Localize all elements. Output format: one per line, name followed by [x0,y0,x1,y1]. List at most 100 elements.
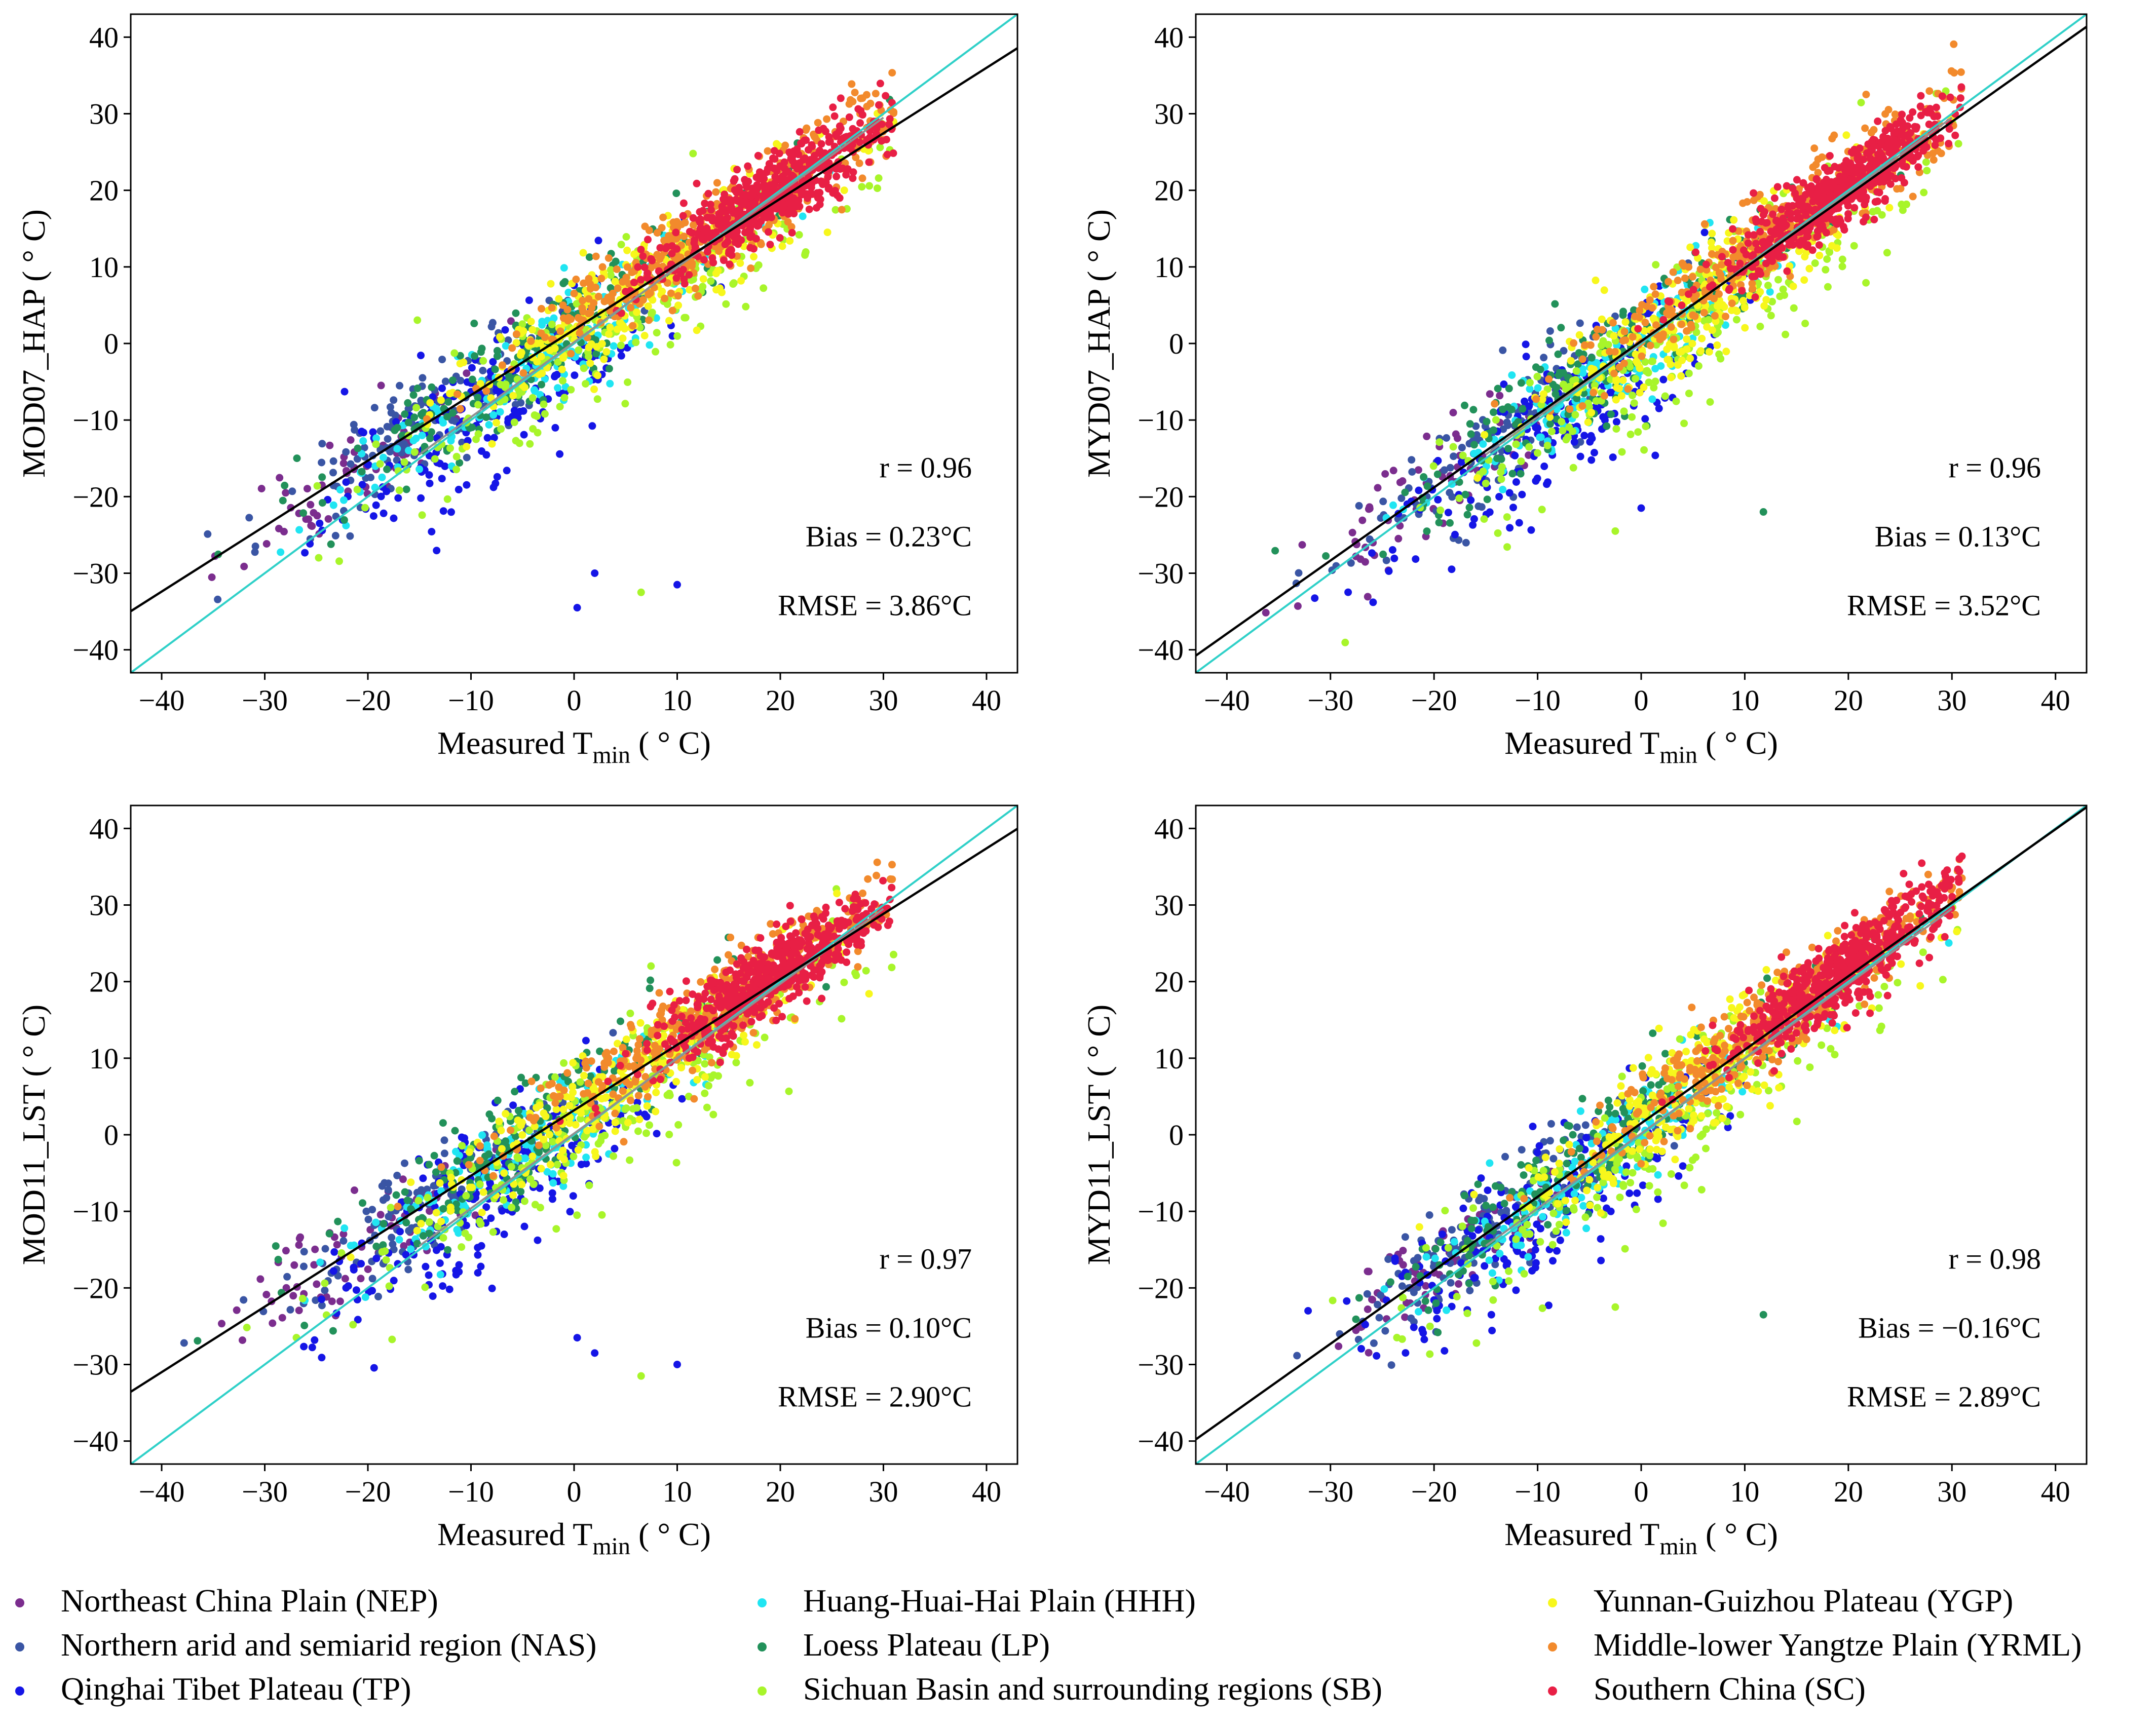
point-TP [594,237,602,245]
point-TP [1368,549,1376,557]
point-SC [1926,105,1934,113]
point-NAS [389,1240,397,1248]
point-NEP [295,1241,303,1249]
point-YRML [1830,131,1838,139]
point-LP [299,509,308,517]
point-YGP [487,394,495,402]
point-TP [1415,486,1423,494]
point-YGP [1789,282,1797,290]
point-LP [1483,417,1491,426]
point-TP [1522,340,1530,349]
point-SC [765,228,772,236]
point-LP [1466,420,1474,428]
point-YRML [1810,144,1819,152]
point-SC [1838,184,1846,192]
point-SC [709,216,717,224]
point-NAS [1379,497,1387,506]
point-YGP [686,286,694,294]
point-TP [501,326,509,334]
point-SC [753,222,762,230]
point-TP [673,581,681,589]
point-SC [779,203,787,211]
point-YGP [1722,348,1730,356]
point-SC [714,220,723,228]
point-YRML [1950,69,1958,77]
point-SC [1931,121,1939,129]
point-SB [632,338,640,347]
point-LP [1423,482,1431,490]
point-SB [452,466,461,474]
point-NAS [370,404,379,412]
point-TP [1587,456,1596,464]
point-YRML [1620,328,1629,336]
point-SB [1341,638,1349,646]
point-YGP [1686,243,1694,251]
point-HHH [538,318,546,326]
point-SC [778,175,786,183]
point-SB [518,320,526,328]
point-NAS [214,595,222,603]
x-tick-label: 30 [1937,684,1966,717]
point-YGP [1678,356,1686,364]
point-SB [1591,381,1599,390]
point-SC [617,309,625,317]
point-SC [785,148,793,156]
point-SB [315,554,323,562]
point-YGP [590,385,598,393]
point-SC [837,94,845,102]
point-SC [723,214,731,222]
point-YGP [426,399,434,407]
point-YGP [630,250,638,258]
point-YRML [586,309,594,317]
point-HHH [340,496,348,504]
point-SB [1823,255,1831,263]
point-SC [668,242,676,250]
point-NAS [404,1265,412,1274]
point-NEP [376,1211,385,1219]
point-SB [1604,340,1612,349]
point-SB [515,439,523,447]
point-SB [593,395,601,403]
point-NAS [383,422,391,431]
point-TP [1344,588,1352,596]
point-YGP [1567,357,1575,365]
point-TP [329,1267,337,1275]
point-SB [876,143,884,151]
point-NAS [440,1149,448,1158]
point-TP [1655,282,1663,290]
point-YRML [1818,153,1826,161]
point-YGP [633,308,640,316]
point-YGP [1707,238,1715,246]
point-YRML [572,276,580,283]
point-SB [865,182,874,190]
point-SC [656,244,664,252]
point-SB [580,364,588,372]
point-YGP [1708,244,1716,252]
point-SC [719,195,727,203]
point-NEP [307,521,315,529]
point-SC [1865,148,1873,157]
point-YRML [576,329,584,337]
point-TP [1521,397,1529,405]
x-tick-label: 10 [662,684,692,717]
point-NEP [351,1186,358,1194]
point-SC [1870,215,1878,223]
point-TP [1388,546,1396,554]
point-NAS [479,367,487,374]
point-NEP [282,1284,290,1292]
point-TP [1606,389,1614,397]
point-SB [1857,99,1865,106]
point-NAS [386,403,394,411]
point-TP [474,1269,482,1277]
point-YRML [1670,335,1678,343]
point-SB [1558,418,1566,426]
point-SC [696,215,704,223]
point-YRML [1700,309,1708,317]
point-SC [1751,293,1759,301]
point-YRML [1619,337,1627,345]
point-YGP [1741,303,1749,312]
point-NAS [283,1273,291,1281]
point-SC [703,248,711,256]
point-YRML [691,284,699,292]
